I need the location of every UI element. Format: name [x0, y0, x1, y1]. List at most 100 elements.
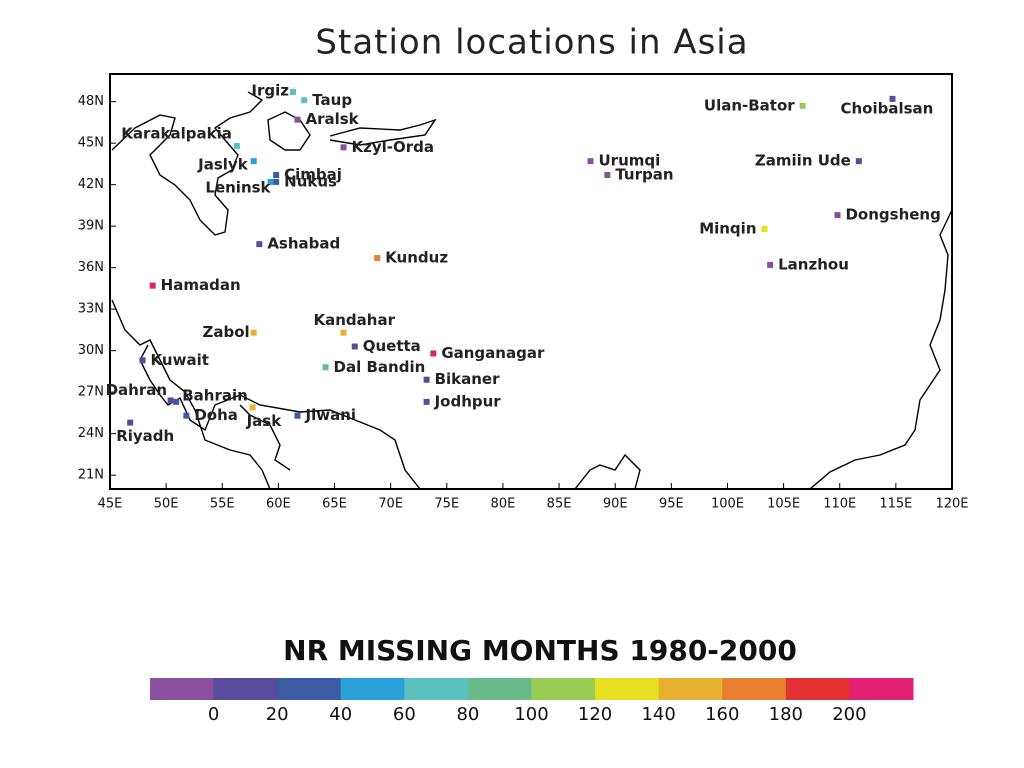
- y-tick-label: 42N: [78, 177, 104, 192]
- x-tick-label: 60E: [266, 497, 291, 512]
- y-tick-label: 21N: [78, 468, 104, 483]
- station-marker: [294, 116, 301, 123]
- colorbar-tick-label: 20: [266, 704, 289, 725]
- station-marker: [139, 357, 146, 364]
- station-marker: [322, 364, 329, 371]
- station-marker: [834, 212, 841, 219]
- station-label: Dongsheng: [845, 206, 940, 224]
- station-marker: [604, 171, 611, 178]
- station-label: Kunduz: [385, 248, 448, 266]
- station-marker: [127, 419, 134, 426]
- station-marker: [256, 241, 263, 248]
- east-coast: [574, 453, 641, 490]
- station-marker: [351, 343, 358, 350]
- station-label: Aralsk: [305, 110, 359, 128]
- station-marker: [149, 282, 156, 289]
- station-label: Jodhpur: [434, 392, 502, 410]
- station-label: Kuwait: [151, 351, 209, 369]
- station-label: Ulan-Bator: [704, 96, 795, 114]
- colorbar-swatch: [722, 678, 787, 700]
- colorbar-tick-label: 60: [393, 704, 416, 725]
- station-marker: [767, 261, 774, 268]
- aral-coast: [267, 111, 311, 151]
- y-tick-label: 39N: [78, 219, 104, 234]
- station-label: Kandahar: [314, 311, 396, 329]
- station-label: Zamiin Ude: [755, 152, 851, 170]
- x-tick-label: 100E: [711, 497, 744, 512]
- caspian-coast: [111, 91, 264, 236]
- station-marker: [289, 88, 296, 95]
- station-marker: [167, 397, 174, 404]
- station-marker: [430, 350, 437, 357]
- colorbar-tick-label: 80: [456, 704, 479, 725]
- colorbar-tick-label: 40: [329, 704, 352, 725]
- station-label: Cimbaj: [284, 165, 342, 183]
- y-tick-label: 24N: [78, 426, 104, 441]
- station-label: Bahrain: [182, 386, 248, 404]
- colorbar-tick-label: 120: [578, 704, 612, 725]
- station-label: Hamadan: [161, 276, 241, 294]
- station-label: Doha: [194, 406, 238, 424]
- station-marker: [799, 102, 806, 109]
- colorbar-tick-label: 200: [832, 704, 866, 725]
- y-tick-label: 45N: [78, 136, 104, 151]
- x-tick-label: 45E: [98, 497, 123, 512]
- station-label: Dahran: [106, 381, 167, 399]
- y-tick-label: 48N: [78, 94, 104, 109]
- y-tick-label: 36N: [78, 260, 104, 275]
- colorbar-swatch: [467, 678, 532, 700]
- colorbar-swatch: [404, 678, 469, 700]
- x-tick-label: 70E: [378, 497, 403, 512]
- arabia-coast: [111, 299, 271, 490]
- north-coast: [329, 118, 437, 146]
- station-marker: [340, 144, 347, 151]
- station-marker: [173, 398, 180, 405]
- station-marker: [294, 412, 301, 419]
- station-marker: [761, 225, 768, 232]
- x-tick-label: 55E: [210, 497, 235, 512]
- colorbar-tick-label: 140: [641, 704, 675, 725]
- station-label: Dal Bandin: [334, 358, 426, 376]
- station-label: Minqin: [699, 219, 756, 237]
- station-marker: [423, 398, 430, 405]
- colorbar-swatch: [213, 678, 278, 700]
- station-marker: [374, 254, 381, 261]
- x-tick-label: 65E: [322, 497, 347, 512]
- station-marker: [183, 412, 190, 419]
- x-tick-label: 75E: [434, 497, 459, 512]
- y-tick-label: 33N: [78, 302, 104, 317]
- colorbar-swatch: [849, 678, 914, 700]
- colorbar-swatch: [531, 678, 596, 700]
- station-label: Choibalsan: [840, 99, 933, 117]
- colorbar-tick-label: 180: [769, 704, 803, 725]
- station-marker: [301, 97, 308, 104]
- colorbar-tick-label: 0: [208, 704, 219, 725]
- station-label: Quetta: [363, 337, 421, 355]
- y-tick-label: 30N: [78, 343, 104, 358]
- station-marker: [267, 178, 274, 185]
- colorbar-tick-label: 100: [514, 704, 548, 725]
- station-label: Taup: [312, 91, 352, 109]
- coastlines: [111, 91, 953, 490]
- colorbar-tick-label: 160: [705, 704, 739, 725]
- colorbar-swatch: [595, 678, 660, 700]
- station-marker: [423, 376, 430, 383]
- x-tick-label: 95E: [659, 497, 684, 512]
- station-marker: [273, 178, 280, 185]
- china-coast: [809, 209, 953, 490]
- station-label: Bikaner: [435, 370, 501, 388]
- station-marker: [249, 404, 256, 411]
- station-label: Zabol: [203, 323, 250, 341]
- station-marker: [250, 158, 257, 165]
- colorbar-swatch: [150, 678, 215, 700]
- station-marker: [273, 171, 280, 178]
- oman-coast: [239, 404, 291, 471]
- x-tick-label: 80E: [491, 497, 516, 512]
- x-tick-label: 110E: [823, 497, 856, 512]
- x-tick-label: 85E: [547, 497, 572, 512]
- colorbar-swatch: [785, 678, 850, 700]
- station-label: Ashabad: [267, 235, 340, 253]
- station-marker: [250, 329, 257, 336]
